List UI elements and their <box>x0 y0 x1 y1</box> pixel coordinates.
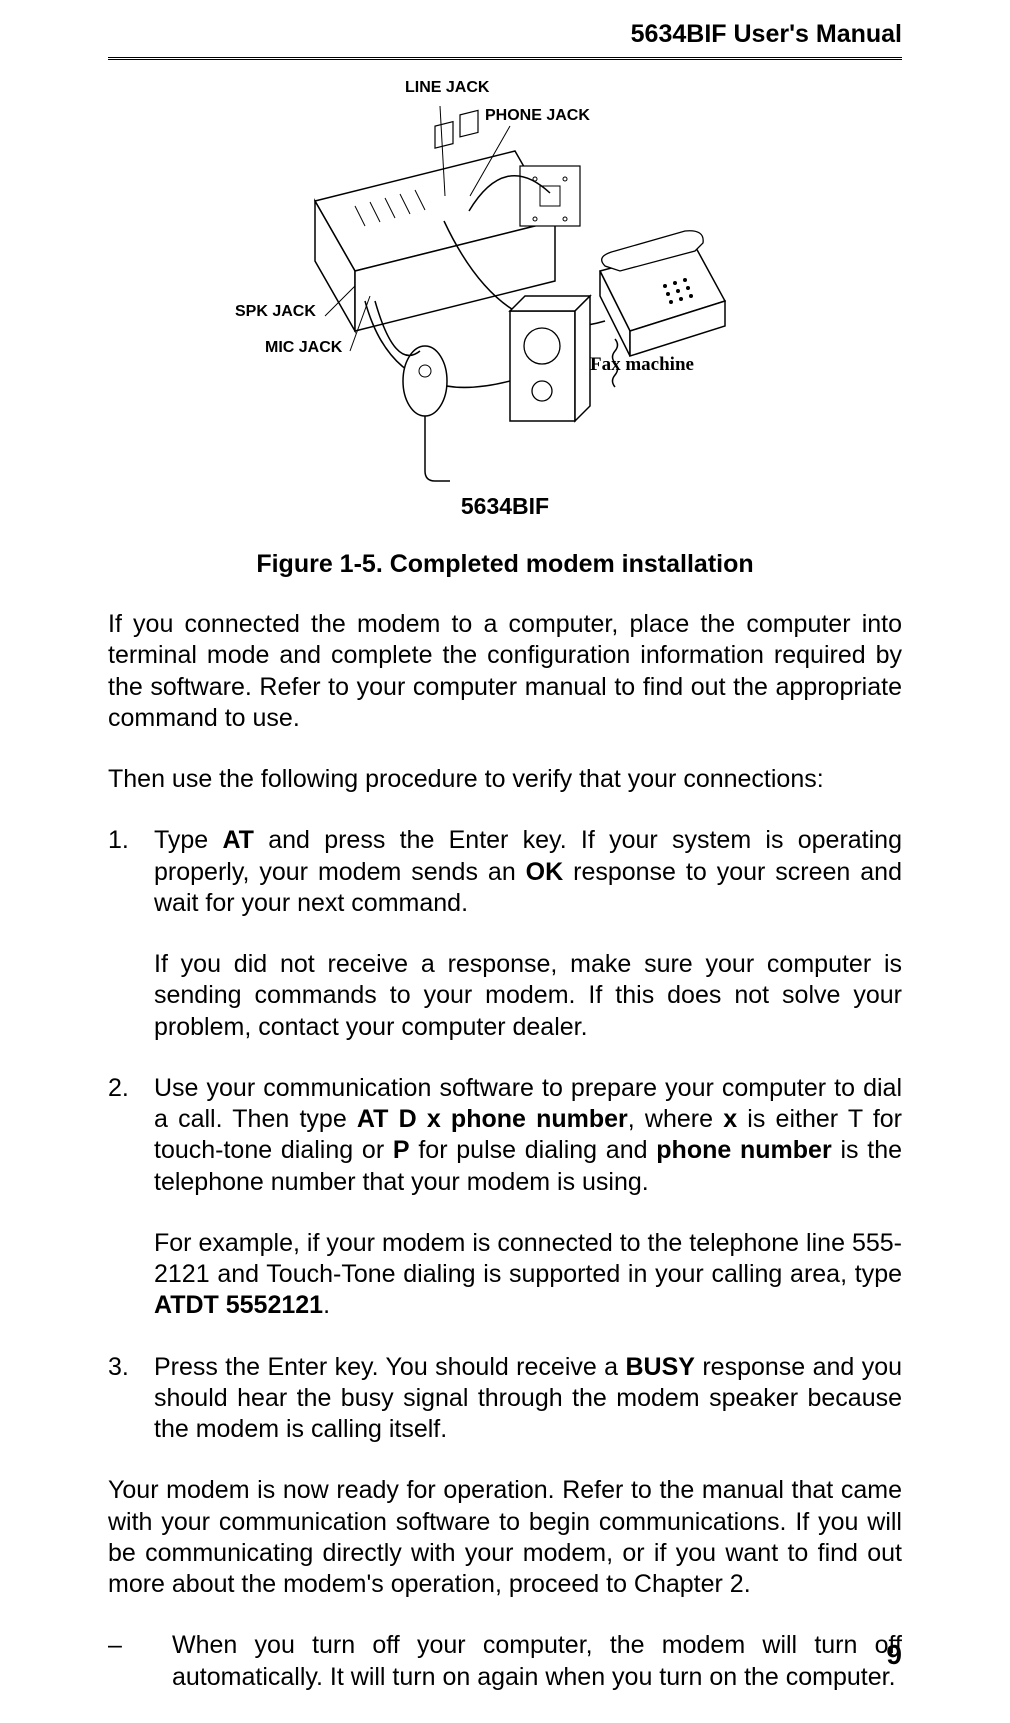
bold-busy: BUSY <box>625 1353 694 1381</box>
bold-phone-number: phone number <box>656 1136 831 1164</box>
modem-diagram: LINE JACK PHONE JACK SPK JACK MIC JACK F… <box>255 71 755 491</box>
paragraph-ready: Your modem is now ready for operation. R… <box>108 1475 902 1600</box>
bold-ok: OK <box>526 858 564 886</box>
list-body: Type AT and press the Enter key. If your… <box>154 825 902 1043</box>
list-item-1: 1. Type AT and press the Enter key. If y… <box>108 825 902 1043</box>
diagram-svg <box>255 71 755 491</box>
label-line-jack: LINE JACK <box>405 79 489 97</box>
label-mic-jack: MIC JACK <box>265 339 342 357</box>
list-number: 1. <box>108 825 154 1043</box>
label-fax-machine: Fax machine <box>590 354 694 376</box>
bold-atdt: ATDT 5552121 <box>154 1291 323 1319</box>
diagram-caption: 5634BIF <box>0 493 1010 520</box>
text: If you did not receive a response, make … <box>154 949 902 1043</box>
paragraph-procedure-lead: Then use the following procedure to veri… <box>108 764 902 795</box>
bold-x: x <box>723 1105 737 1133</box>
figure-caption: Figure 1-5. Completed modem installation <box>0 550 1010 579</box>
header-title: 5634BIF User's Manual <box>0 0 1010 57</box>
label-spk-jack: SPK JACK <box>235 303 316 321</box>
dash-mark: – <box>108 1630 172 1693</box>
list-item-2: 2. Use your communication software to pr… <box>108 1073 902 1322</box>
text: . <box>323 1291 330 1319</box>
bold-p: P <box>393 1136 410 1164</box>
bold-command: AT D x phone number <box>357 1105 628 1133</box>
header-rule <box>108 57 902 61</box>
list-body: Press the Enter key. You should receive … <box>154 1352 902 1446</box>
list-number: 3. <box>108 1352 154 1446</box>
text: for pulse dialing and <box>410 1136 657 1164</box>
dash-item: – When you turn off your computer, the m… <box>108 1630 902 1693</box>
list-number: 2. <box>108 1073 154 1322</box>
list-item-3: 3. Press the Enter key. You should recei… <box>108 1352 902 1446</box>
bold-at: AT <box>222 826 253 854</box>
list-body: Use your communication software to prepa… <box>154 1073 902 1322</box>
text: For example, if your modem is connected … <box>154 1229 902 1288</box>
dash-body: When you turn off your computer, the mod… <box>172 1630 902 1693</box>
paragraph-intro: If you connected the modem to a computer… <box>108 609 902 734</box>
page-number: 9 <box>886 1639 902 1671</box>
content-body: If you connected the modem to a computer… <box>0 609 1010 1693</box>
text: Type <box>154 826 222 854</box>
label-phone-jack: PHONE JACK <box>485 107 590 125</box>
text: , where <box>628 1105 723 1133</box>
text: Press the Enter key. You should receive … <box>154 1353 625 1381</box>
